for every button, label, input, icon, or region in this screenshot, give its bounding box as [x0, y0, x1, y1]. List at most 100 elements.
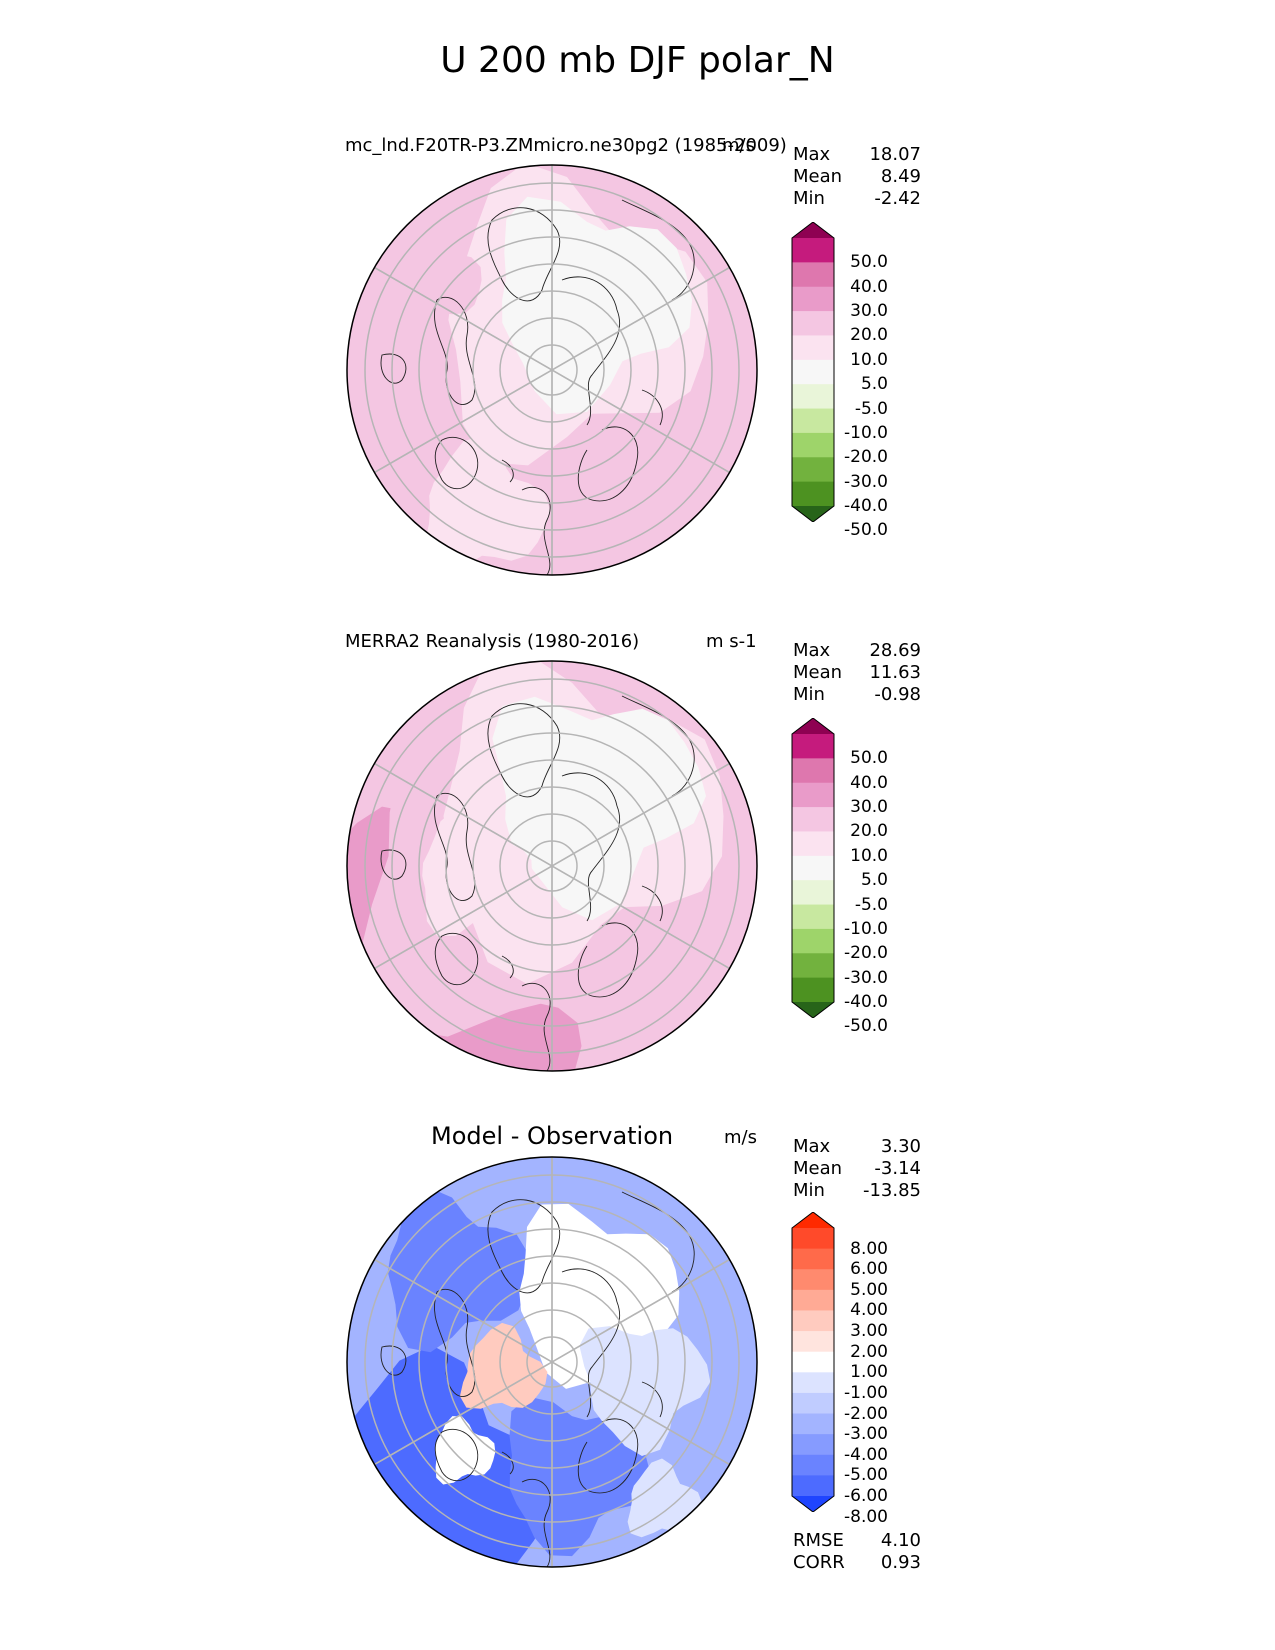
stat-value: 4.10	[880, 1530, 921, 1551]
panel-1-title: mc_lnd.F20TR-P3.ZMmicro.ne30pg2 (1985-20…	[345, 135, 787, 156]
panel-3-units: m/s	[724, 1127, 757, 1148]
colorbar-extend-max	[792, 222, 834, 238]
field-contour	[579, 1326, 711, 1456]
colorbar-tick-label: 40.0	[850, 276, 888, 297]
colorbar-diff	[791, 1212, 835, 1512]
colorbar-tick-label: 20.0	[850, 821, 888, 842]
colorbar-tick-label: 5.0	[860, 374, 888, 395]
meridian-line	[551, 266, 730, 371]
stat-max-row: Max 3.30	[793, 1136, 921, 1158]
colorbar-swatch	[792, 432, 834, 458]
colorbar-tick-label: 5.00	[850, 1279, 888, 1300]
coastline-path	[561, 276, 621, 426]
stat-value: 11.63	[869, 662, 921, 683]
coastline-path	[380, 353, 407, 384]
stat-label: Min	[793, 684, 825, 705]
colorbar-swatch	[792, 904, 834, 930]
colorbar-tick-label: -20.0	[844, 943, 888, 964]
colorbar-swatch	[792, 1372, 834, 1394]
meridian-line	[374, 1258, 553, 1363]
panel-1-stats: Max 18.07 Mean 8.49 Min -2.42	[793, 144, 921, 210]
colorbar-tick-label: -8.00	[844, 1506, 888, 1527]
stat-mean-row: Mean 11.63	[793, 662, 921, 684]
field-contour	[391, 225, 482, 330]
colorbar-tick-label: -10.0	[844, 422, 888, 443]
colorbar-swatch	[792, 457, 834, 483]
colorbar-swatch	[792, 734, 834, 759]
colorbar-extend-max	[792, 1212, 834, 1228]
meridian-line	[551, 1258, 730, 1363]
coastlines	[380, 1191, 695, 1567]
stat-value: -13.85	[862, 1180, 921, 1201]
coastline-path	[434, 932, 479, 986]
colorbar-tick-label: 8.00	[850, 1238, 888, 1259]
coastline-path	[641, 389, 663, 426]
colorbar-tick-label: -50.0	[844, 520, 888, 541]
stat-min-row: Min -2.42	[793, 188, 921, 210]
stat-label: Mean	[793, 166, 843, 187]
panel-2-title: MERRA2 Reanalysis (1980-2016)	[345, 631, 640, 652]
colorbar-swatch	[792, 1269, 834, 1291]
coastline-path	[577, 426, 639, 502]
meridian-line	[551, 762, 730, 867]
field-contour	[627, 1458, 702, 1538]
field-shading	[347, 1157, 757, 1567]
meridian-line	[551, 865, 730, 970]
coastline-path	[380, 849, 407, 880]
coastline-path	[434, 436, 479, 490]
colorbar-swatch	[792, 880, 834, 906]
colorbar-extend-min	[792, 1496, 834, 1512]
panel-2-stats: Max 28.69 Mean 11.63 Min -0.98	[793, 640, 921, 706]
graticule	[364, 165, 740, 575]
colorbar-tick-label: 5.0	[860, 870, 888, 891]
colorbar-swatch	[792, 1434, 834, 1456]
stat-value: 8.49	[880, 166, 921, 187]
stat-label: Mean	[793, 662, 843, 683]
colorbar-swatch	[792, 953, 834, 979]
colorbar-swatch	[792, 782, 834, 808]
stat-label: Min	[793, 1180, 825, 1201]
colorbar-labels-1: 50.0 40.0 30.0 20.0 10.0 5.0 -5.0 -10.0 -20.0 -30…	[840, 222, 888, 540]
colorbar-extend-min	[792, 506, 834, 522]
coastline-path	[501, 1451, 514, 1475]
colorbar-tick-label: 3.00	[850, 1321, 888, 1342]
graticule	[364, 1157, 740, 1567]
colorbar-extend-min	[792, 1002, 834, 1018]
coastline-path	[434, 1289, 476, 1398]
coastline-path	[487, 1199, 561, 1294]
meridian-line	[374, 865, 553, 970]
stat-value: -2.42	[874, 188, 921, 209]
stat-label: Min	[793, 188, 825, 209]
coastline-path	[561, 772, 621, 922]
stat-value: 18.07	[869, 144, 921, 165]
stat-value: 28.69	[869, 640, 921, 661]
colorbar-tick-label: 6.00	[850, 1259, 888, 1280]
colorbar-tick-label: -5.0	[854, 398, 888, 419]
corr-row: CORR 0.93	[793, 1552, 921, 1574]
coastline-path	[521, 486, 551, 575]
colorbar-field-2	[791, 718, 835, 1018]
colorbar-tick-label: 50.0	[850, 748, 888, 769]
colorbar-tick-label: 2.00	[850, 1341, 888, 1362]
stat-value: 3.30	[880, 1136, 921, 1157]
colorbar-swatch	[792, 1289, 834, 1311]
colorbar-tick-label: -1.00	[844, 1382, 888, 1403]
colorbar-tick-label: 4.00	[850, 1300, 888, 1321]
coastline-path	[434, 297, 476, 406]
figure-title: U 200 mb DJF polar_N	[440, 40, 835, 81]
stat-label: RMSE	[793, 1530, 844, 1551]
field-contour	[435, 1416, 496, 1485]
colorbar-tick-label: -4.00	[844, 1444, 888, 1465]
coastline-path	[434, 793, 476, 902]
colorbar-tick-label: -30.0	[844, 471, 888, 492]
colorbar-tick-label: 10.0	[850, 845, 888, 866]
meridian-line	[374, 266, 553, 371]
colorbar-extend-max	[792, 718, 834, 734]
coastline-path	[501, 459, 514, 483]
colorbar-swatch	[792, 1310, 834, 1332]
colorbar-outline	[791, 1212, 835, 1512]
meridian-line	[551, 369, 730, 474]
polar-map-observation	[346, 660, 758, 1072]
colorbar-tick-label: -10.0	[844, 918, 888, 939]
colorbar-labels-diff: 8.00 6.00 5.00 4.00 3.00 2.00 1.00 -1.00 -2.00 -3…	[840, 1212, 888, 1527]
